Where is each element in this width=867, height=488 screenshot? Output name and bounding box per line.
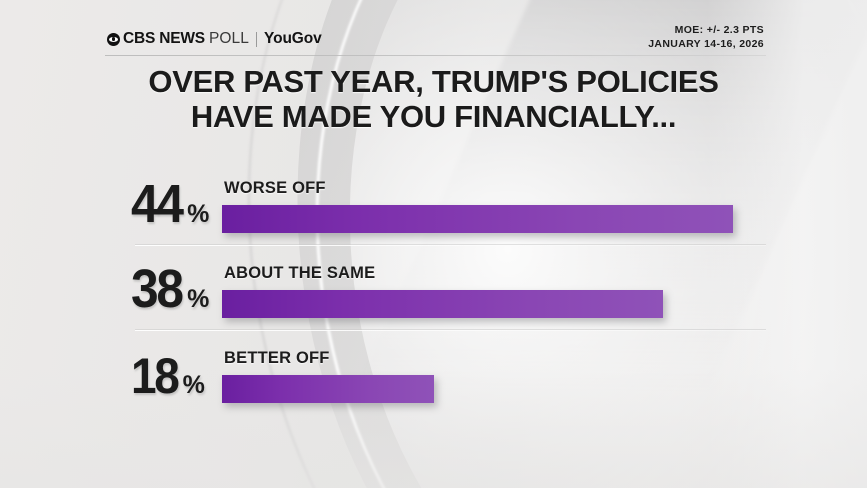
chart-row-about-the-same: 38 % ABOUT THE SAME [0,245,867,330]
field-dates-text: JANUARY 14-16, 2026 [648,37,764,50]
row-divider-1 [135,245,766,246]
percent-sign: % [182,371,205,399]
logo-divider [255,31,257,47]
title-line-1: OVER PAST YEAR, TRUMP'S POLICIES [148,64,719,99]
bar-label-worse-off: WORSE OFF [224,179,326,197]
bar-label-about-the-same: ABOUT THE SAME [224,264,376,282]
percent-value-better-off: 18 % [131,351,205,411]
header: CBS NEWS POLL YouGov MOE: +/- 2.3 PTS JA… [0,0,867,56]
margin-of-error-text: MOE: +/- 2.3 PTS [674,24,764,36]
bar-label-better-off: BETTER OFF [224,349,330,367]
chart-row-worse-off: 44 % WORSE OFF [0,160,867,245]
percent-number: 38 [131,259,184,319]
logo-yougov-text: YouGov [263,30,322,47]
bar-fill-worse-off [222,205,734,233]
bar-track-better-off [222,375,766,403]
poll-metadata: MOE: +/- 2.3 PTS JANUARY 14-16, 2026 [648,24,764,51]
bar-fill-about-the-same [222,290,663,318]
page-title: OVER PAST YEAR, TRUMP'S POLICIES HAVE MA… [0,64,867,134]
chart-row-better-off: 18 % BETTER OFF [0,330,867,415]
row-divider-2 [135,330,766,331]
header-divider-rule [105,55,766,56]
cbs-news-poll-logo: CBS NEWS POLL YouGov [107,30,322,48]
bar-chart: 44 % WORSE OFF 38 % ABOUT THE SAME 18 [0,160,867,415]
bar-track-about-the-same [222,290,766,318]
percent-value-about-the-same: 38 % [131,259,210,325]
percent-sign: % [187,285,210,313]
cbs-eye-icon [107,32,120,46]
percent-number: 44 [131,174,184,234]
bar-fill-better-off [222,375,435,403]
logo-poll-text: POLL [208,30,249,47]
title-line-2: HAVE MADE YOU FINANCIALLY... [190,99,677,134]
percent-sign: % [187,200,210,228]
logo-cbs-news-text: CBS NEWS [123,30,205,47]
percent-value-worse-off: 44 % [131,174,210,240]
bar-track-worse-off [222,205,766,233]
percent-number: 18 [131,348,180,404]
